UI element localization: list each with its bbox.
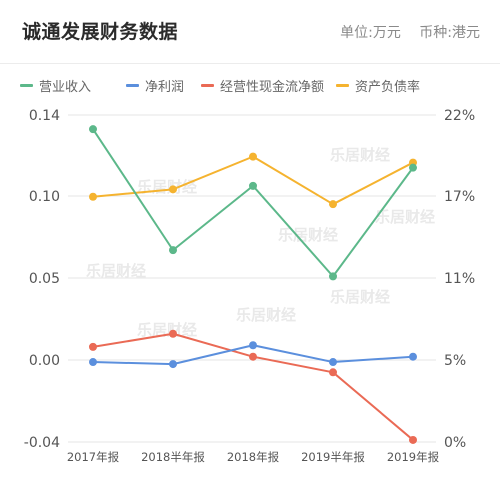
watermark-text: 乐居财经 xyxy=(330,146,390,164)
watermark-text: 乐居财经 xyxy=(86,262,146,280)
y-left-tick-label: 0.10 xyxy=(29,189,60,205)
x-tick-label: 2019半年报 xyxy=(301,450,365,464)
watermark-text: 乐居财经 xyxy=(330,288,390,306)
data-point-cash-flow[interactable] xyxy=(329,368,337,377)
watermarks: 乐居财经 乐居财经 乐居财经 乐居财经 乐居财经 乐居财经 乐居财经 乐居财经 xyxy=(86,146,435,339)
data-point-net-profit[interactable] xyxy=(89,358,97,367)
y-right-tick-label: 0% xyxy=(444,435,466,451)
watermark-text: 乐居财经 xyxy=(375,208,435,226)
data-point-cash-flow[interactable] xyxy=(169,329,177,338)
data-point-cash-flow[interactable] xyxy=(249,352,257,361)
y-left-tick-label: -0.04 xyxy=(24,435,60,451)
y-right-tick-label: 17% xyxy=(444,189,475,205)
data-point-debt-ratio[interactable] xyxy=(329,200,337,209)
legend-label-revenue: 营业收入 xyxy=(39,80,92,95)
data-point-net-profit[interactable] xyxy=(329,358,337,367)
series-line-cash-flow xyxy=(92,332,414,441)
data-point-revenue[interactable] xyxy=(169,246,177,255)
legend-label-net-profit: 净利润 xyxy=(145,80,185,95)
legend-swatch-debt-ratio xyxy=(336,84,349,87)
data-point-debt-ratio[interactable] xyxy=(89,192,97,201)
watermark-text: 乐居财经 xyxy=(278,226,338,244)
legend-item-cash-flow[interactable]: 经营性现金流净额 xyxy=(201,76,324,95)
grid-lines xyxy=(68,114,436,443)
legend-swatch-net-profit xyxy=(126,84,139,87)
x-tick-label: 2018年报 xyxy=(227,450,280,464)
y-axis-left: 0.14 0.10 0.05 0.00 -0.04 xyxy=(24,108,60,451)
data-point-revenue[interactable] xyxy=(249,181,257,190)
x-axis: 2017年报 2018半年报 2018年报 2019半年报 2019年报 xyxy=(67,450,440,464)
y-right-tick-label: 22% xyxy=(444,108,475,124)
y-right-tick-label: 5% xyxy=(444,353,466,369)
page-title: 诚通发展财务数据 xyxy=(22,21,179,43)
data-point-revenue[interactable] xyxy=(329,272,337,281)
currency-label: 币种:港元 xyxy=(419,25,480,41)
legend-item-debt-ratio[interactable]: 资产负债率 xyxy=(336,76,420,95)
data-point-net-profit[interactable] xyxy=(169,360,177,369)
y-left-tick-label: 0.14 xyxy=(29,108,60,124)
data-point-revenue[interactable] xyxy=(89,125,97,134)
legend-item-net-profit[interactable]: 净利润 xyxy=(126,76,184,95)
data-point-cash-flow[interactable] xyxy=(409,435,417,444)
watermark-text: 乐居财经 xyxy=(137,178,197,196)
y-left-tick-label: 0.00 xyxy=(29,353,60,369)
legend-item-revenue[interactable]: 营业收入 xyxy=(20,76,91,95)
unit-currency-info: 单位:万元 币种:港元 xyxy=(326,22,480,42)
data-point-debt-ratio[interactable] xyxy=(169,185,177,194)
x-tick-label: 2018半年报 xyxy=(141,450,205,464)
data-point-net-profit[interactable] xyxy=(249,341,257,350)
data-point-revenue[interactable] xyxy=(409,163,417,172)
chart-legend: 营业收入 净利润 经营性现金流净额 资产负债率 xyxy=(18,76,488,96)
x-tick-label: 2017年报 xyxy=(67,450,120,464)
unit-label: 单位:万元 xyxy=(340,25,401,41)
y-right-tick-label: 11% xyxy=(444,271,475,287)
data-point-cash-flow[interactable] xyxy=(89,342,97,351)
legend-swatch-cash-flow xyxy=(201,84,214,87)
series-layer xyxy=(89,125,417,444)
data-point-debt-ratio[interactable] xyxy=(249,152,257,161)
watermark-text: 乐居财经 xyxy=(137,321,197,339)
legend-label-debt-ratio: 资产负债率 xyxy=(355,80,421,95)
watermark-text: 乐居财经 xyxy=(236,306,296,324)
header: 诚通发展财务数据 单位:万元 币种:港元 xyxy=(0,0,500,64)
y-left-tick-label: 0.05 xyxy=(29,271,60,287)
data-point-net-profit[interactable] xyxy=(409,352,417,361)
y-axis-right: 22% 17% 11% 5% 0% xyxy=(444,108,475,451)
header-divider xyxy=(0,63,500,64)
legend-swatch-revenue xyxy=(20,84,33,87)
x-tick-label: 2019年报 xyxy=(387,450,440,464)
legend-label-cash-flow: 经营性现金流净额 xyxy=(220,80,325,95)
